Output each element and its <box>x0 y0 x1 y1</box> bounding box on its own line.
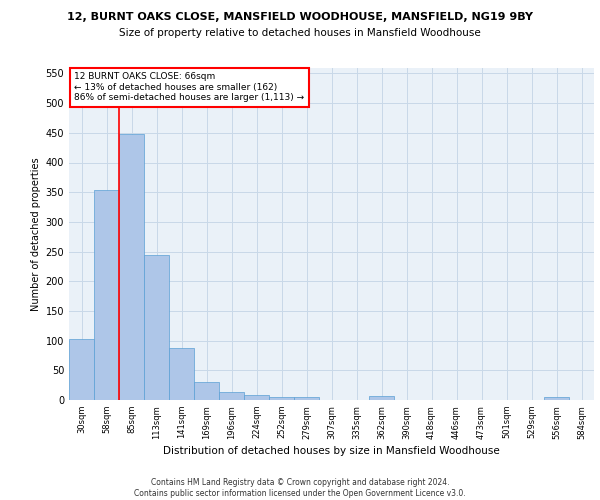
Bar <box>294 397 319 400</box>
Text: Size of property relative to detached houses in Mansfield Woodhouse: Size of property relative to detached ho… <box>119 28 481 38</box>
Bar <box>544 397 569 400</box>
Bar <box>144 254 169 400</box>
Text: 12, BURNT OAKS CLOSE, MANSFIELD WOODHOUSE, MANSFIELD, NG19 9BY: 12, BURNT OAKS CLOSE, MANSFIELD WOODHOUS… <box>67 12 533 22</box>
Bar <box>194 382 219 400</box>
Bar <box>119 134 144 400</box>
Bar <box>169 348 194 400</box>
Bar <box>94 190 119 400</box>
X-axis label: Distribution of detached houses by size in Mansfield Woodhouse: Distribution of detached houses by size … <box>163 446 500 456</box>
Bar <box>269 397 294 400</box>
Text: Contains HM Land Registry data © Crown copyright and database right 2024.
Contai: Contains HM Land Registry data © Crown c… <box>134 478 466 498</box>
Bar <box>369 396 394 400</box>
Bar <box>244 394 269 400</box>
Bar <box>69 339 94 400</box>
Text: 12 BURNT OAKS CLOSE: 66sqm
← 13% of detached houses are smaller (162)
86% of sem: 12 BURNT OAKS CLOSE: 66sqm ← 13% of deta… <box>74 72 304 102</box>
Y-axis label: Number of detached properties: Number of detached properties <box>31 157 41 310</box>
Bar <box>219 392 244 400</box>
